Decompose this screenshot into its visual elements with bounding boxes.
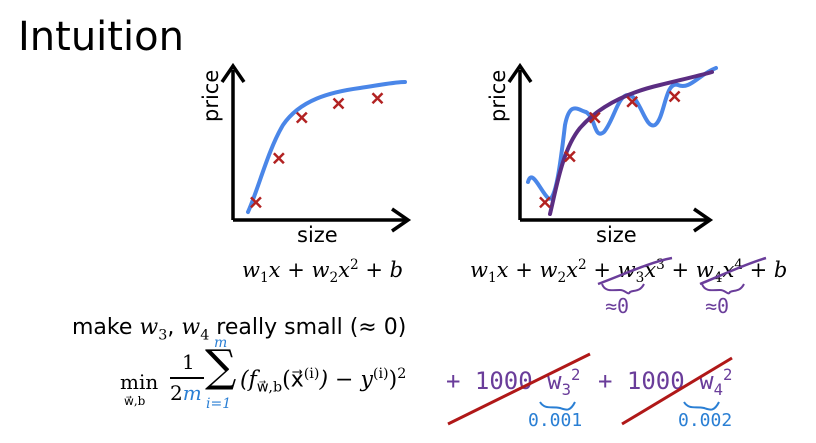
- cost-body: (fw⃗,b(x⃗(i)) − y(i))2: [240, 366, 407, 396]
- data-point-marker: [563, 150, 576, 163]
- min-operator: min: [120, 370, 159, 394]
- data-point-marker: [250, 196, 262, 209]
- slide-title: Intuition: [18, 14, 184, 60]
- strike-w3x3: [597, 256, 673, 286]
- strike-penalty-2: [621, 356, 733, 426]
- frac-numerator: 1: [182, 350, 195, 374]
- left-axes: [220, 62, 412, 233]
- data-point-marker: [371, 92, 384, 105]
- data-point-marker: [588, 111, 601, 124]
- data-point-marker: [272, 152, 285, 165]
- left-fit-curve: [246, 80, 407, 214]
- brace-w4: [701, 283, 745, 295]
- right-x-arrow: [693, 207, 714, 233]
- min-subscript: w⃗,b: [124, 394, 146, 408]
- strike-w4x4: [699, 256, 767, 286]
- right-markers: [539, 90, 681, 209]
- left-xlabel: size: [297, 223, 338, 247]
- data-point-marker: [332, 97, 345, 110]
- left-markers: [250, 92, 384, 209]
- brace-penalty-2: [683, 401, 720, 411]
- data-point-marker: [626, 95, 639, 108]
- right-y-arrow: [507, 62, 533, 83]
- frac-denominator: 2m: [170, 381, 202, 405]
- penalty-term-2: + 1000 w42: [598, 366, 733, 399]
- w4-approx-zero: ≈0: [705, 294, 730, 318]
- sum-upper: m: [214, 335, 228, 351]
- left-equation: w1x + w2x2 + b: [242, 257, 404, 287]
- penalty-value-1: 0.001: [528, 410, 583, 431]
- strike-penalty-1: [447, 352, 591, 426]
- brace-penalty-1: [539, 401, 576, 411]
- sum-lower: i=1: [206, 396, 232, 412]
- right-equation: w1x + w2x2 + w3x3 + w4x4 + b: [470, 257, 788, 287]
- data-point-marker: [539, 196, 551, 209]
- data-point-marker: [295, 111, 308, 124]
- right-axes: [507, 62, 714, 233]
- sum-sign: ∑: [205, 341, 237, 392]
- frac-bar: [170, 377, 204, 379]
- penalty-value-2: 0.002: [678, 410, 733, 431]
- make-small-text: make w3, w4 really small (≈ 0): [72, 315, 407, 344]
- right-xlabel: size: [596, 223, 637, 247]
- data-point-marker: [668, 90, 681, 103]
- brace-w3: [601, 283, 645, 295]
- right-smooth-fit: [548, 70, 714, 216]
- w3-approx-zero: ≈0: [605, 294, 630, 318]
- left-x-arrow: [391, 207, 412, 233]
- left-y-arrow: [220, 62, 246, 83]
